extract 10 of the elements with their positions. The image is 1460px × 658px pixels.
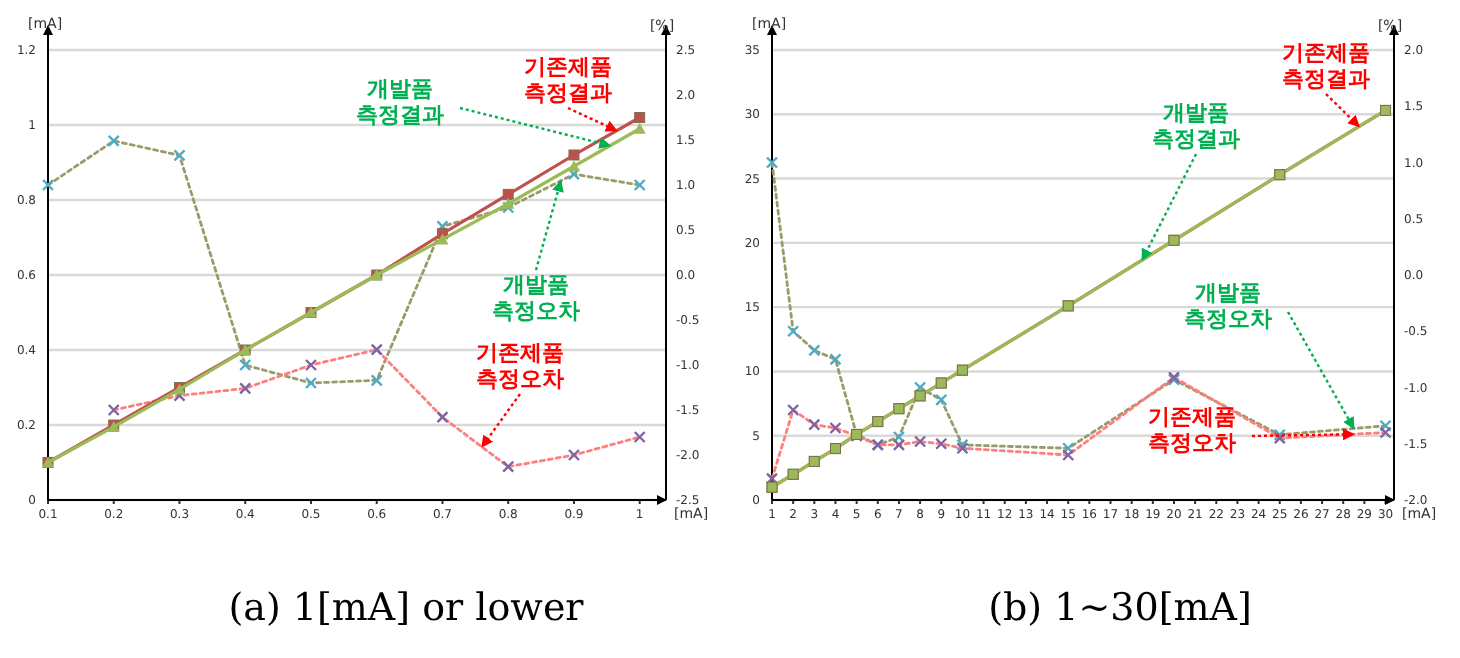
text: (a) 1[mA] or lower xyxy=(228,586,586,630)
series-label: 개발품 측정결과 xyxy=(1152,102,1240,152)
series-label: 기존제품 측정결과 xyxy=(524,56,612,106)
series-label: 기존제품 측정결과 xyxy=(1282,42,1370,92)
text: 개발품 측정결과 xyxy=(356,78,444,128)
series-label: 기존제품 측정오차 xyxy=(1148,406,1236,456)
text: (b) 1~30[mA] xyxy=(988,586,1252,630)
series-label: 기존제품 측정오차 xyxy=(476,342,564,392)
text: 개발품 측정오차 xyxy=(492,274,580,324)
series-label: 개발품 측정오차 xyxy=(1184,282,1272,332)
